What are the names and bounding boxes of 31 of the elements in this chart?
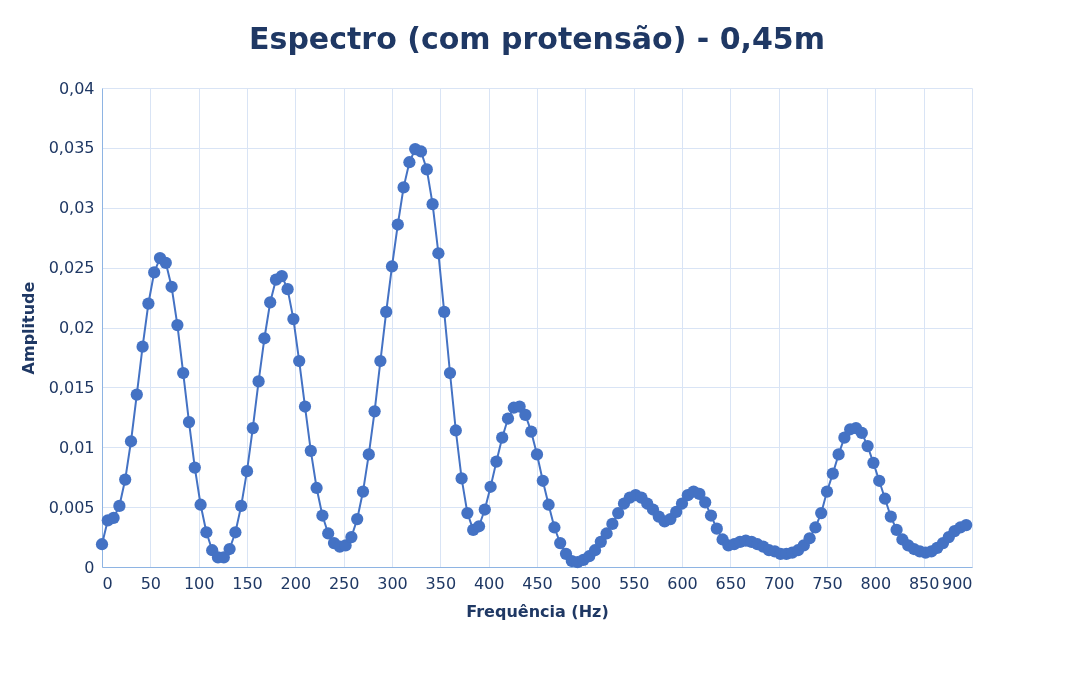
x-tick-label: 900 <box>941 573 973 593</box>
x-tick-label: 350 <box>425 573 457 593</box>
y-tick-label: 0,005 <box>48 497 95 517</box>
x-tick-label: 700 <box>763 573 795 593</box>
y-tick-label: 0,02 <box>58 318 95 337</box>
y-tick-label: 0,025 <box>48 258 95 278</box>
x-tick-label: 850 <box>908 573 940 593</box>
x-tick-label: 550 <box>618 573 650 593</box>
x-tick-label: 300 <box>377 573 408 593</box>
x-tick-label: 800 <box>860 573 892 593</box>
x-tick-label: 600 <box>667 573 698 593</box>
x-tick-label: 200 <box>280 573 312 593</box>
x-tick-label: 100 <box>183 573 215 593</box>
x-tick-label: 0 <box>102 573 113 593</box>
chart-title: Espectro (com protensão) - 0,45m <box>249 21 825 56</box>
y-tick-label: 0,035 <box>48 138 95 158</box>
x-tick-label: 450 <box>522 573 553 593</box>
x-tick-label: 50 <box>140 573 162 593</box>
x-axis-title: Frequência (Hz) <box>466 601 609 621</box>
y-tick-label: 0,04 <box>58 78 95 98</box>
x-tick-label: 400 <box>473 573 505 593</box>
y-tick-label: 0,03 <box>58 198 95 218</box>
x-tick-label: 750 <box>812 573 843 593</box>
x-tick-label: 250 <box>328 573 360 593</box>
y-tick-label: 0,01 <box>58 437 95 457</box>
y-axis-title: Amplitude <box>18 281 38 375</box>
x-tick-label: 150 <box>232 573 263 593</box>
y-tick-label: 0,015 <box>48 377 95 397</box>
x-tick-label: 650 <box>715 573 747 593</box>
x-tick-label: 500 <box>570 573 602 593</box>
y-tick-label: 0 <box>84 557 95 577</box>
